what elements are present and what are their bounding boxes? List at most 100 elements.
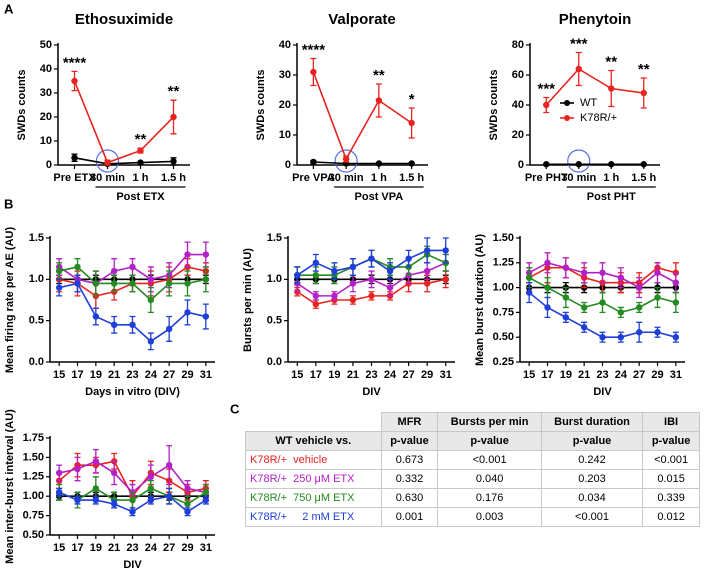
data-point	[110, 267, 118, 275]
data-point	[110, 500, 118, 508]
data-point	[654, 329, 661, 336]
table-cell: 0.203	[540, 469, 644, 489]
table-cell: p-value	[437, 431, 542, 451]
x-tick-label: 21	[347, 369, 359, 381]
x-axis-label: DIV	[593, 386, 612, 398]
data-point	[640, 161, 647, 168]
significance-label: **	[135, 131, 147, 148]
data-point	[312, 292, 320, 300]
panel-label: B	[4, 196, 13, 211]
data-point	[184, 251, 191, 258]
group-label: Post VPA	[355, 191, 404, 203]
table-cell: p-value	[642, 431, 700, 451]
significance-label: **	[605, 53, 617, 70]
y-tick-label: 10	[40, 135, 52, 147]
data-point	[184, 280, 191, 287]
data-point	[137, 159, 144, 166]
series-line	[312, 71, 413, 161]
x-tick-label: 31	[670, 369, 682, 381]
x-tick-label: 29	[181, 369, 193, 381]
data-point	[147, 485, 155, 492]
x-tick-label: 1.5 h	[399, 172, 424, 184]
data-point	[349, 263, 357, 271]
data-point	[349, 280, 357, 287]
x-tick-label: 29	[181, 542, 193, 554]
data-point	[608, 161, 615, 168]
table-cell: K78R/+ 750 μM ETX	[245, 488, 382, 508]
data-point	[165, 325, 173, 333]
y-axis-label: SWDs counts	[488, 70, 500, 141]
x-tick-label: 15	[523, 369, 535, 381]
x-tick-label: 21	[108, 542, 120, 554]
data-point	[165, 461, 173, 469]
table-row: K78R/+ vehicle 0.673 <0.001 0.242 <0.001	[245, 450, 700, 470]
data-point	[202, 276, 210, 283]
y-tick-label: 1.0	[29, 273, 44, 285]
table-cell: Bursts per min	[437, 412, 542, 432]
y-axis-label: Mean burst duration (AU)	[474, 234, 486, 366]
y-axis-label: Mean firing rate per AE (AU)	[4, 227, 16, 374]
y-tick-label: 0.0	[267, 356, 282, 368]
table-cell: p-value	[380, 431, 439, 451]
data-point	[408, 160, 415, 167]
data-point	[349, 296, 357, 304]
y-tick-label: 10	[279, 129, 291, 141]
data-point	[635, 329, 643, 336]
series-line	[74, 157, 174, 165]
data-point	[525, 289, 533, 296]
data-point	[310, 68, 317, 76]
table-cell: K78R/+ 2 mM ETX	[245, 507, 382, 527]
x-tick-label: 15	[291, 369, 303, 381]
data-point	[137, 147, 144, 154]
data-point	[635, 284, 643, 291]
data-point	[423, 247, 431, 254]
x-tick-label: 29	[651, 369, 663, 381]
table-cell: MFR	[380, 412, 439, 432]
x-tick-label: 27	[402, 369, 414, 381]
highlight-circle	[567, 149, 591, 173]
panel-label: A	[4, 1, 14, 16]
data-point	[165, 280, 173, 287]
data-point	[599, 269, 606, 276]
data-point	[375, 160, 383, 167]
table-cell: 0.176	[437, 488, 542, 508]
table-cell: 0.630	[380, 488, 439, 508]
data-point	[55, 284, 63, 291]
data-point	[423, 280, 431, 287]
table-row: WT vehicle vs. p-value p-value p-value p-val…	[245, 431, 700, 451]
data-point	[408, 119, 415, 127]
data-point	[104, 159, 111, 166]
data-point	[294, 272, 301, 279]
data-point	[562, 294, 570, 301]
data-point	[543, 161, 550, 168]
x-tick-label: 23	[126, 369, 138, 381]
data-point	[608, 85, 615, 92]
y-tick-label: 0.50	[23, 529, 44, 541]
data-point	[147, 338, 155, 345]
series-line	[73, 80, 175, 164]
group-label: Post ETX	[116, 191, 165, 203]
data-point	[129, 496, 136, 504]
x-tick-label: 15	[53, 542, 65, 554]
data-point	[562, 314, 570, 321]
table-cell: 0.339	[642, 488, 700, 508]
x-tick-label: Pre PHT	[525, 172, 568, 184]
table-cell: <0.001	[642, 450, 700, 470]
y-tick-label: 1.0	[267, 273, 282, 285]
x-tick-label: 1.5 h	[161, 172, 186, 184]
x-axis-label: Days in vitro (DIV)	[85, 386, 180, 398]
data-point	[92, 313, 100, 320]
y-tick-label: 1.5	[267, 232, 282, 244]
legend-marker	[564, 100, 570, 106]
legend-label: WT	[580, 97, 597, 109]
data-point	[129, 508, 136, 515]
data-point	[202, 251, 210, 258]
table-cell: K78R/+ 250 μM ETX	[245, 469, 382, 489]
data-point	[617, 334, 625, 341]
data-point	[312, 300, 320, 308]
x-tick-label: 19	[560, 369, 572, 381]
data-point	[71, 154, 78, 161]
y-axis-label: Bursts per min (AU)	[242, 248, 254, 352]
data-point	[544, 259, 551, 266]
data-point	[423, 267, 431, 275]
